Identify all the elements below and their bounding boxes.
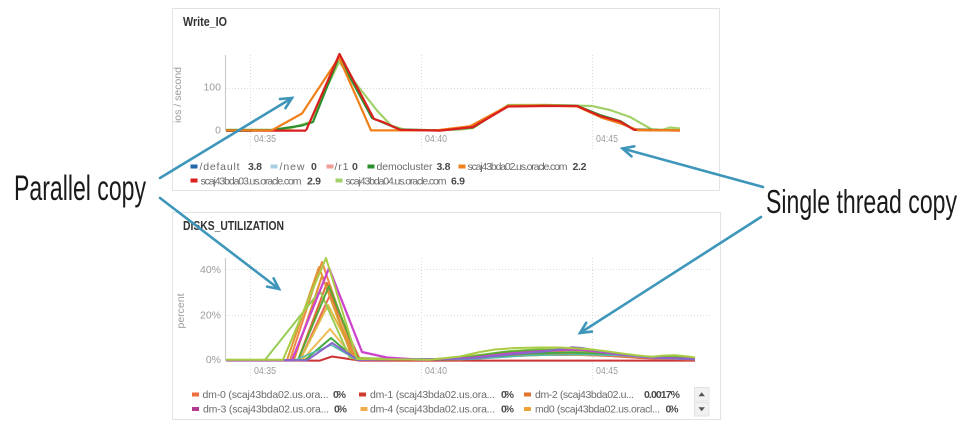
svg-text:dm-3 (scaj43bda02.us.ora...: dm-3 (scaj43bda02.us.ora... [203,404,329,416]
svg-text:40%: 40% [200,264,221,276]
svg-text:0: 0 [352,161,358,173]
svg-text:0%: 0% [206,354,221,366]
svg-text:0%: 0% [333,389,347,401]
svg-text:md0 (scaj43bda02.us.oracl...: md0 (scaj43bda02.us.oracl... [535,404,660,416]
svg-text:0.0017%: 0.0017% [644,389,681,401]
svg-text:scaj43bda04.us.oracle.com: scaj43bda04.us.oracle.com [346,176,447,188]
svg-text:3.8: 3.8 [437,161,451,173]
svg-text:/new: /new [280,161,305,173]
svg-text:percent: percent [175,293,187,328]
svg-text:04:45: 04:45 [596,365,618,377]
svg-text:/r1: /r1 [335,161,349,173]
svg-text:04:40: 04:40 [425,365,447,377]
svg-text:dm-1 (scaj43bda02.us.ora...: dm-1 (scaj43bda02.us.ora... [370,389,495,401]
svg-text:scaj43bda02.us.oracle.com: scaj43bda02.us.oracle.com [468,161,568,173]
svg-text:0%: 0% [501,389,515,401]
svg-text:100: 100 [203,82,221,94]
svg-text:Parallel copy: Parallel copy [14,169,146,208]
svg-text:/default: /default [200,161,240,173]
svg-text:dm-2 (scaj43bda02.u...: dm-2 (scaj43bda02.u... [535,389,634,401]
svg-text:scaj43bda03.us.oracle.com: scaj43bda03.us.oracle.com [201,176,302,188]
svg-text:democluster: democluster [377,161,434,173]
svg-text:dm-4 (scaj43bda02.us.ora...: dm-4 (scaj43bda02.us.ora... [370,404,495,416]
svg-text:0%: 0% [666,404,680,416]
svg-text:ios / second: ios / second [172,67,184,123]
svg-text:04:40: 04:40 [425,133,447,145]
svg-text:20%: 20% [200,310,221,322]
svg-text:3.8: 3.8 [248,161,262,173]
svg-text:2.2: 2.2 [573,161,587,173]
svg-text:Write_IO: Write_IO [183,14,227,29]
svg-text:04:35: 04:35 [254,365,276,377]
svg-text:2.9: 2.9 [307,176,321,188]
svg-text:DISKS_UTILIZATION: DISKS_UTILIZATION [183,218,284,233]
svg-text:dm-0 (scaj43bda02.us.ora...: dm-0 (scaj43bda02.us.ora... [203,389,329,401]
svg-text:0%: 0% [501,404,515,416]
svg-text:04:35: 04:35 [254,133,276,145]
svg-text:0: 0 [311,161,317,173]
svg-text:0: 0 [215,125,221,137]
svg-text:04:45: 04:45 [596,133,618,145]
svg-text:Single thread copy: Single thread copy [766,183,957,220]
svg-text:6.9: 6.9 [451,176,465,188]
svg-text:0%: 0% [334,404,348,416]
